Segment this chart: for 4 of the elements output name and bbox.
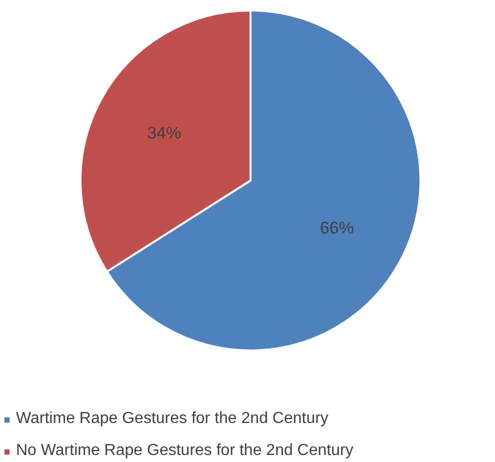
legend-label: Wartime Rape Gestures for the 2nd Century — [16, 410, 328, 428]
data-label: 66% — [320, 218, 354, 238]
legend-label: No Wartime Rape Gestures for the 2nd Century — [16, 442, 354, 460]
data-label: 34% — [147, 124, 182, 142]
